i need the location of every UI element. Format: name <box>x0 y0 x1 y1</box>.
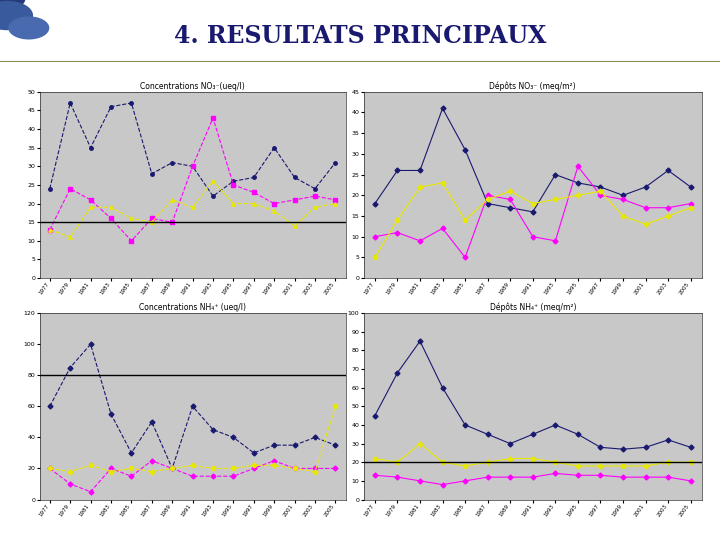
Title: Dépôts NO₃⁻ (meq/m²): Dépôts NO₃⁻ (meq/m²) <box>490 82 576 91</box>
Ellipse shape <box>0 0 25 14</box>
Text: 4. RESULTATS PRINCIPAUX: 4. RESULTATS PRINCIPAUX <box>174 24 546 48</box>
Legend: Abbeville, Carpentras, Gourdon: Abbeville, Carpentras, Gourdon <box>464 337 602 347</box>
Title: Dépôts NH₄⁺ (meq/m²): Dépôts NH₄⁺ (meq/m²) <box>490 303 576 313</box>
Ellipse shape <box>0 2 32 30</box>
Legend: Abbeville, Carpentras, Gourdon: Abbeville, Carpentras, Gourdon <box>124 337 261 347</box>
Title: Concentrations NH₄⁺ (ueq/l): Concentrations NH₄⁺ (ueq/l) <box>139 303 246 313</box>
Title: Concentrations NO₃⁻(ueq/l): Concentrations NO₃⁻(ueq/l) <box>140 82 245 91</box>
Ellipse shape <box>9 17 49 39</box>
Text: toujours un temps d'avance: toujours un temps d'avance <box>562 519 698 529</box>
